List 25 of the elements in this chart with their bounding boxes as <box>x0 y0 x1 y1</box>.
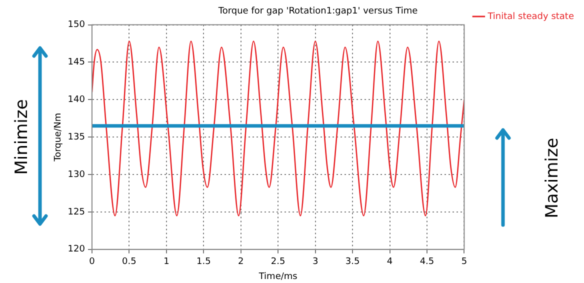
y-tick-label: 120 <box>68 244 86 255</box>
text: Minimize <box>12 99 32 175</box>
x-tick-label: 0 <box>89 257 96 268</box>
x-tick-label: 5 <box>461 257 468 268</box>
x-tick-label: 4 <box>386 257 393 268</box>
x-tick-label: 1 <box>164 257 170 268</box>
y-tick-label: 125 <box>68 207 85 218</box>
text: Maximize <box>542 138 562 218</box>
x-tick-label: 4.5 <box>420 257 434 268</box>
y-tick-label: 150 <box>68 20 86 30</box>
chart-title: Torque for gap 'Rotation1:gap1' versus Time <box>217 6 418 17</box>
x-tick-label: 2 <box>238 257 244 268</box>
legend-label: Tinital steady state <box>486 12 574 22</box>
y-tick-label: 130 <box>68 170 86 180</box>
x-tick-label: 0.5 <box>122 257 136 268</box>
x-tick-label: 3.5 <box>345 257 360 268</box>
y-tick-label: 140 <box>68 95 86 106</box>
x-tick-label: 3 <box>312 257 318 268</box>
y-axis-title: Torque/Nm <box>54 112 64 162</box>
y-tick-label: 135 <box>68 132 85 142</box>
line-series <box>92 40 464 216</box>
x-tick-label: 2.5 <box>270 257 286 268</box>
x-axis-title: Time/ms <box>258 272 298 282</box>
y-tick-label: 145 <box>68 58 85 68</box>
x-tick-label: 1.5 <box>196 257 211 268</box>
